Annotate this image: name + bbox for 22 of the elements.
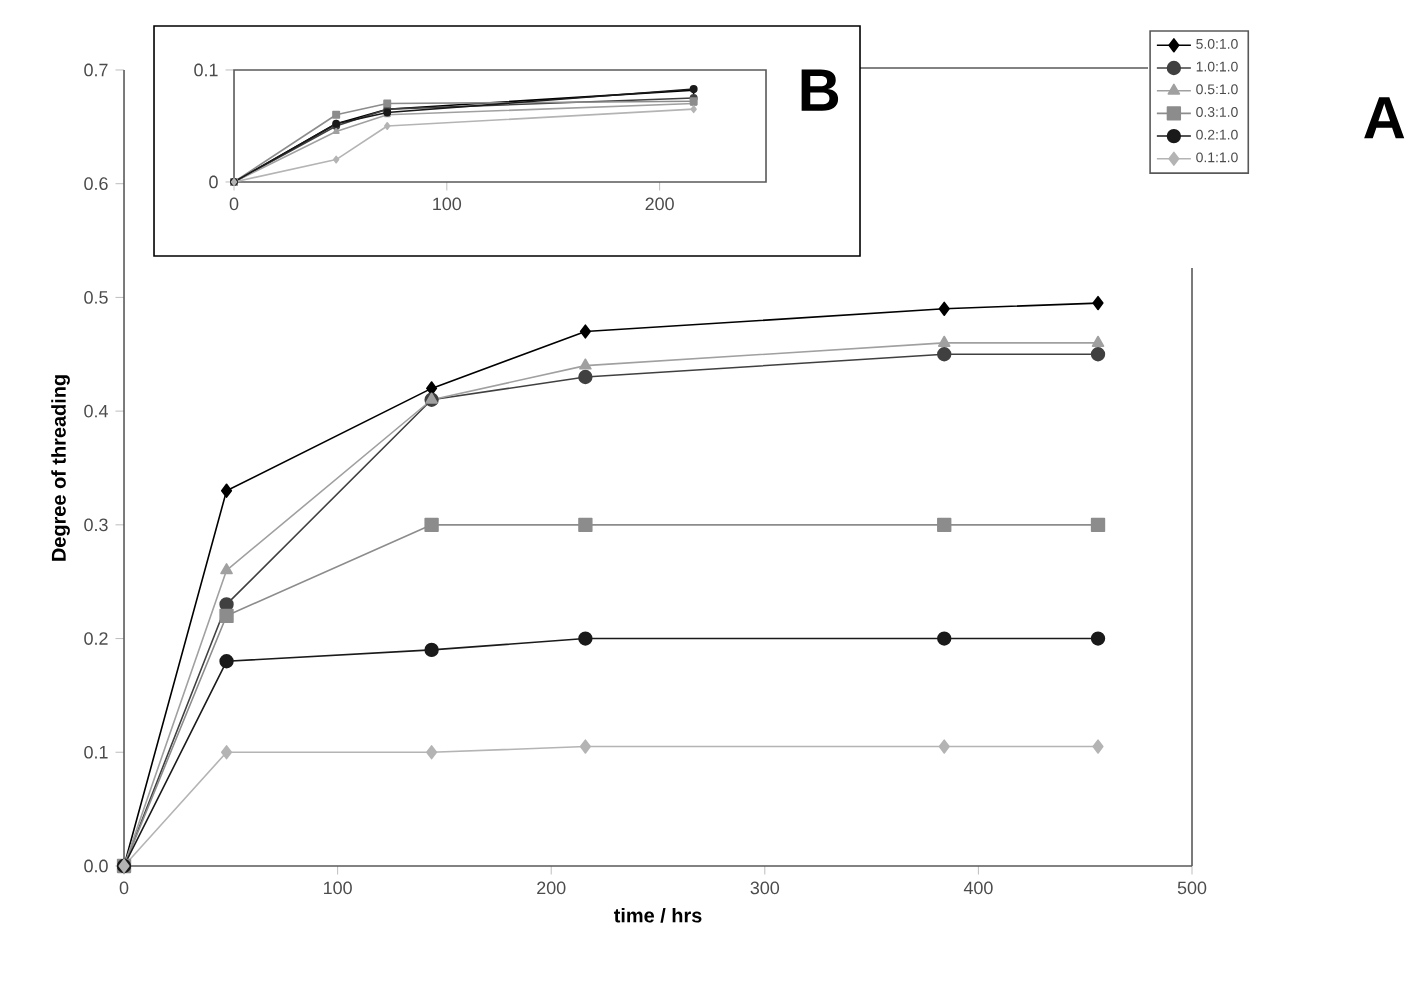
x-tick-label: 500 [1177, 881, 1207, 895]
y-tick-label: 0.7 [84, 63, 108, 77]
x-tick-label: 0 [119, 881, 129, 895]
y-tick-label: 0.1 [194, 63, 218, 77]
y-tick-label: 0.5 [84, 291, 108, 304]
x-tick-label: 400 [963, 881, 993, 895]
annotation: B [801, 69, 839, 111]
x-tick-label: 0 [229, 197, 239, 211]
x-tick-label: 200 [645, 197, 674, 211]
y-tick-label: 0.4 [84, 404, 108, 418]
x-tick-label: 200 [537, 881, 566, 895]
x-tick-label: 100 [324, 881, 352, 895]
y-axis-title: Degree of threading [51, 375, 70, 561]
y-tick-label: 0.3 [84, 518, 108, 532]
y-tick-label: 0.1 [84, 745, 108, 759]
x-axis-title: time / hrs [613, 907, 702, 923]
text: A [1364, 97, 1405, 139]
y-tick-label: 0.6 [84, 177, 108, 191]
x-tick-label: 100 [433, 197, 462, 211]
y-tick-label: 0.2 [84, 632, 108, 645]
y-tick-label: 0.0 [84, 859, 108, 873]
x-tick-label: 300 [750, 881, 780, 895]
